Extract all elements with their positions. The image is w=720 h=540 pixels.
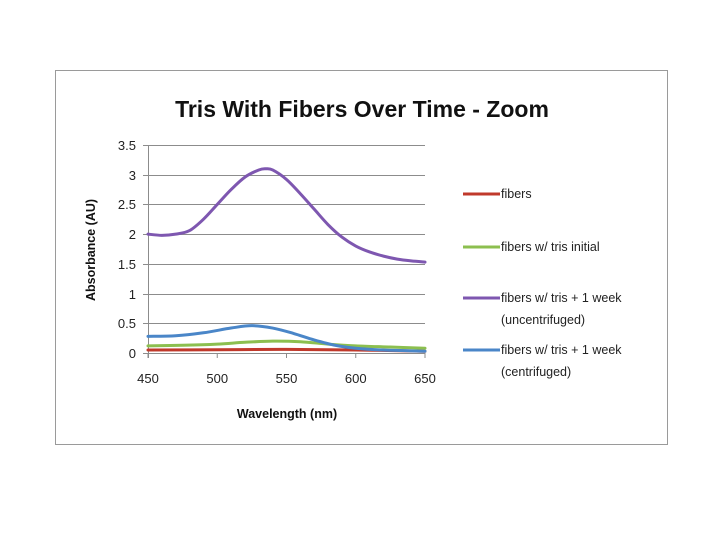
series-line — [146, 167, 427, 264]
y-tick-label: 0 — [129, 346, 136, 361]
y-axis-label: Absorbance (AU) — [84, 199, 98, 301]
y-tick-label: 0.5 — [118, 316, 136, 331]
x-tick-label: 600 — [345, 371, 367, 386]
series-line — [146, 339, 427, 350]
legend-label: fibers — [501, 187, 532, 201]
legend: fibers fibers w/ tris initial fibers w/ tr… — [463, 187, 622, 379]
x-tick-label: 500 — [206, 371, 228, 386]
legend-item: fibers w/ tris initial — [463, 240, 600, 254]
y-tick-label: 2 — [129, 227, 136, 242]
x-axis-label: Wavelength (nm) — [237, 407, 337, 421]
series-line — [146, 324, 427, 353]
chart-title: Tris With Fibers Over Time - Zoom — [175, 96, 549, 122]
y-tick-label: 1.5 — [118, 257, 136, 272]
y-tick-label: 1 — [129, 287, 136, 302]
chart-frame — [55, 70, 668, 445]
x-tick-label: 650 — [414, 371, 436, 386]
legend-item: fibers w/ tris + 1 week (centrifuged) — [463, 343, 622, 379]
x-tick-label: 450 — [137, 371, 159, 386]
legend-label: fibers w/ tris + 1 week — [501, 343, 622, 357]
legend-label: (centrifuged) — [501, 365, 571, 379]
y-tick-label: 3 — [129, 168, 136, 183]
x-tick-label: 550 — [276, 371, 298, 386]
legend-item: fibers w/ tris + 1 week (uncentrifuged) — [463, 291, 622, 327]
legend-label: fibers w/ tris + 1 week — [501, 291, 622, 305]
legend-item: fibers — [463, 187, 532, 201]
y-tick-label: 3.5 — [118, 138, 136, 153]
legend-label: fibers w/ tris initial — [501, 240, 600, 254]
legend-label: (uncentrifuged) — [501, 313, 585, 327]
y-tick-label: 2.5 — [118, 197, 136, 212]
